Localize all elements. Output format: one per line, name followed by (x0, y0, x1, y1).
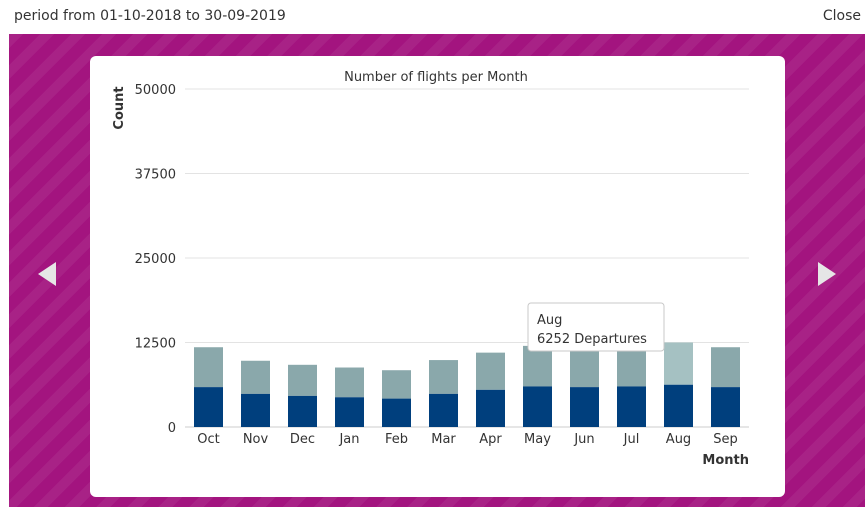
tooltip-value: 6252 Departures (537, 332, 647, 347)
bar-segment-departures[interactable] (617, 386, 646, 427)
bar-segment-upper[interactable] (664, 342, 693, 385)
y-tick-label: 50000 (135, 83, 176, 98)
x-tick-label: Mar (431, 432, 456, 447)
bar-segment-upper[interactable] (335, 367, 364, 398)
bar-segment-upper[interactable] (711, 347, 740, 388)
bar-segment-departures[interactable] (523, 386, 552, 427)
bar-segment-upper[interactable] (194, 347, 223, 388)
chart-title: Number of flights per Month (344, 70, 528, 85)
y-tick-label: 12500 (135, 337, 176, 352)
top-bar: period from 01-10-2018 to 30-09-2019 Clo… (0, 0, 865, 34)
tooltip-category: Aug (537, 313, 562, 328)
tooltip-box (527, 302, 665, 352)
chart-tooltip: Aug 6252 Departures (527, 302, 665, 352)
flights-bar-chart: Number of flights per Month Count Month … (112, 70, 749, 468)
triangle-left-icon[interactable] (38, 262, 56, 286)
x-tick-label: Apr (479, 432, 502, 447)
close-button[interactable]: Close (822, 8, 861, 24)
x-tick-label: Sep (713, 432, 738, 447)
x-tick-label: Oct (197, 432, 219, 447)
x-tick-label: Jun (573, 432, 594, 447)
bar-segment-departures[interactable] (194, 387, 223, 427)
bar-segment-departures[interactable] (570, 387, 599, 427)
y-tick-label: 37500 (135, 168, 176, 183)
x-axis-title: Month (702, 453, 749, 468)
triangle-right-icon[interactable] (818, 262, 836, 286)
bar-segment-departures[interactable] (335, 397, 364, 427)
bars (194, 342, 740, 427)
bar-segment-departures[interactable] (429, 393, 458, 427)
bar-segment-departures[interactable] (288, 395, 317, 427)
x-tick-label: Jul (623, 432, 640, 447)
y-axis-title: Count (112, 86, 127, 129)
x-tick-label: Dec (290, 432, 315, 447)
bar-segment-departures[interactable] (241, 393, 270, 427)
bar-segment-upper[interactable] (476, 352, 505, 390)
chart-card: Number of flights per Month Count Month … (90, 56, 785, 497)
y-tick-label: 0 (168, 421, 176, 436)
bar-segment-upper[interactable] (382, 370, 411, 399)
y-tick-label: 25000 (135, 252, 176, 267)
bar-segment-upper[interactable] (570, 347, 599, 388)
x-tick-label: May (524, 432, 551, 447)
bar-segment-upper[interactable] (617, 345, 646, 387)
bar-segment-upper[interactable] (429, 360, 458, 394)
bar-segment-departures[interactable] (664, 384, 693, 427)
x-tick-label: Jan (338, 432, 359, 447)
bar-segment-departures[interactable] (476, 389, 505, 427)
bar-segment-upper[interactable] (288, 364, 317, 396)
bar-segment-departures[interactable] (382, 398, 411, 427)
bar-segment-departures[interactable] (711, 387, 740, 427)
period-label: period from 01-10-2018 to 30-09-2019 (14, 8, 286, 24)
x-tick-label: Aug (666, 432, 691, 447)
bar-segment-upper[interactable] (523, 345, 552, 387)
tick-labels: 0 12500 25000 37500 50000 Oct Nov Dec Jan Feb Mar A… (135, 83, 738, 447)
bar-segment-upper[interactable] (241, 360, 270, 394)
x-tick-label: Feb (385, 432, 408, 447)
x-tick-label: Nov (243, 432, 269, 447)
